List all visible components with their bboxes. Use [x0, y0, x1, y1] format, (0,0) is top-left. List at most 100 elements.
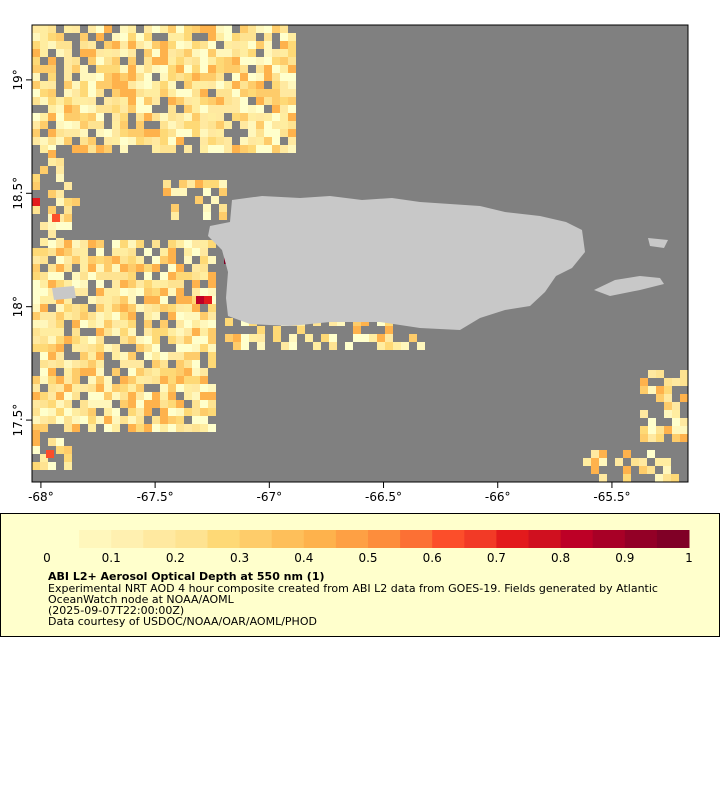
- aerosol-pixel: [152, 392, 160, 400]
- aerosol-pixel: [64, 105, 72, 113]
- aerosol-pixel: [64, 296, 72, 304]
- aerosol-pixel: [112, 280, 120, 288]
- aerosol-pixel: [96, 240, 104, 248]
- aerosol-pixel: [128, 97, 136, 105]
- aerosol-pixel: [48, 105, 56, 113]
- aerosol-pixel: [200, 73, 208, 81]
- aerosol-pixel: [208, 97, 216, 105]
- aerosol-pixel: [248, 57, 256, 65]
- aerosol-pixel: [264, 129, 272, 137]
- aerosol-pixel: [208, 400, 216, 408]
- aerosol-pixel: [128, 288, 136, 296]
- aerosol-pixel: [72, 408, 80, 416]
- aerosol-pixel: [256, 113, 264, 121]
- aerosol-pixel: [112, 65, 120, 73]
- aerosol-pixel: [184, 320, 192, 328]
- aerosol-pixel: [393, 342, 401, 350]
- aerosol-pixel: [56, 438, 64, 446]
- aerosol-pixel: [240, 145, 248, 153]
- aerosol-pixel: [184, 312, 192, 320]
- aerosol-pixel: [152, 360, 160, 368]
- aerosol-pixel: [184, 296, 192, 304]
- aerosol-pixel: [168, 129, 176, 137]
- aerosol-pixel: [40, 81, 48, 89]
- aerosol-pixel: [96, 384, 104, 392]
- aerosol-pixel: [64, 65, 72, 73]
- aerosol-pixel: [168, 280, 176, 288]
- aerosol-pixel: [48, 222, 56, 230]
- aerosol-pixel: [152, 368, 160, 376]
- aerosol-pixel: [40, 368, 48, 376]
- aerosol-pixel: [72, 416, 80, 424]
- aerosol-pixel: [144, 105, 152, 113]
- aerosol-pixel: [232, 113, 240, 121]
- aerosol-pixel: [88, 41, 96, 49]
- aerosol-pixel: [96, 121, 104, 129]
- aerosol-pixel: [56, 312, 64, 320]
- aerosol-pixel: [591, 466, 599, 474]
- aerosol-pixel: [152, 280, 160, 288]
- aerosol-pixel: [203, 180, 211, 188]
- aerosol-pixel: [281, 342, 289, 350]
- aerosol-pixel: [192, 288, 200, 296]
- aerosol-pixel: [96, 81, 104, 89]
- aerosol-pixel: [80, 400, 88, 408]
- aerosol-pixel: [128, 65, 136, 73]
- aerosol-pixel: [112, 33, 120, 41]
- aerosol-pixel: [40, 238, 48, 246]
- aerosol-pixel: [104, 288, 112, 296]
- aerosol-pixel: [112, 41, 120, 49]
- aerosol-pixel: [144, 137, 152, 145]
- aerosol-pixel: [664, 378, 672, 386]
- aerosol-pixel: [288, 65, 296, 73]
- aerosol-pixel: [664, 394, 672, 402]
- aerosol-pixel: [56, 41, 64, 49]
- aerosol-pixel: [672, 402, 680, 410]
- aerosol-pixel: [184, 408, 192, 416]
- aerosol-pixel: [272, 97, 280, 105]
- aerosol-pixel: [200, 248, 208, 256]
- aerosol-pixel: [168, 408, 176, 416]
- aerosol-pixel: [56, 190, 64, 198]
- aerosol-pixel: [64, 121, 72, 129]
- aerosol-pixel: [144, 49, 152, 57]
- aerosol-pixel: [112, 105, 120, 113]
- aerosol-pixel: [272, 113, 280, 121]
- aerosol-pixel: [48, 288, 56, 296]
- aerosol-pixel: [96, 296, 104, 304]
- aerosol-pixel: [120, 336, 128, 344]
- aerosol-pixel: [264, 73, 272, 81]
- aerosol-pixel: [160, 352, 168, 360]
- aerosol-pixel: [56, 105, 64, 113]
- aerosol-pixel: [120, 384, 128, 392]
- aerosol-pixel: [152, 137, 160, 145]
- aerosol-pixel: [80, 65, 88, 73]
- aerosol-pixel: [48, 384, 56, 392]
- aerosol-pixel: [32, 272, 40, 280]
- aerosol-pixel: [168, 57, 176, 65]
- aerosol-pixel: [623, 450, 631, 458]
- aerosol-pixel: [208, 352, 216, 360]
- aerosol-pixel: [280, 65, 288, 73]
- aerosol-pixel: [208, 272, 216, 280]
- aerosol-pixel: [208, 73, 216, 81]
- aerosol-pixel: [200, 424, 208, 432]
- aerosol-pixel: [96, 360, 104, 368]
- aerosol-pixel: [232, 49, 240, 57]
- aerosol-pixel: [120, 137, 128, 145]
- aerosol-pixel: [104, 145, 112, 153]
- aerosol-pixel: [232, 57, 240, 65]
- aerosol-pixel: [120, 145, 128, 153]
- aerosol-pixel: [64, 57, 72, 65]
- aerosol-pixel: [663, 458, 671, 466]
- x-tick-label: -66.5°: [365, 490, 402, 504]
- aerosol-pixel: [264, 137, 272, 145]
- aerosol-pixel: [40, 288, 48, 296]
- aerosol-pixel: [280, 145, 288, 153]
- aerosol-pixel: [200, 344, 208, 352]
- aerosol-pixel: [280, 25, 288, 33]
- aerosol-pixel: [176, 129, 184, 137]
- aerosol-pixel: [152, 344, 160, 352]
- aerosol-pixel: [120, 41, 128, 49]
- aerosol-pixel: [289, 334, 297, 342]
